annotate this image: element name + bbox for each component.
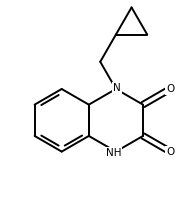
Text: N: N [113, 83, 121, 93]
Text: O: O [166, 84, 174, 94]
Text: NH: NH [106, 148, 121, 158]
Text: O: O [166, 147, 174, 157]
